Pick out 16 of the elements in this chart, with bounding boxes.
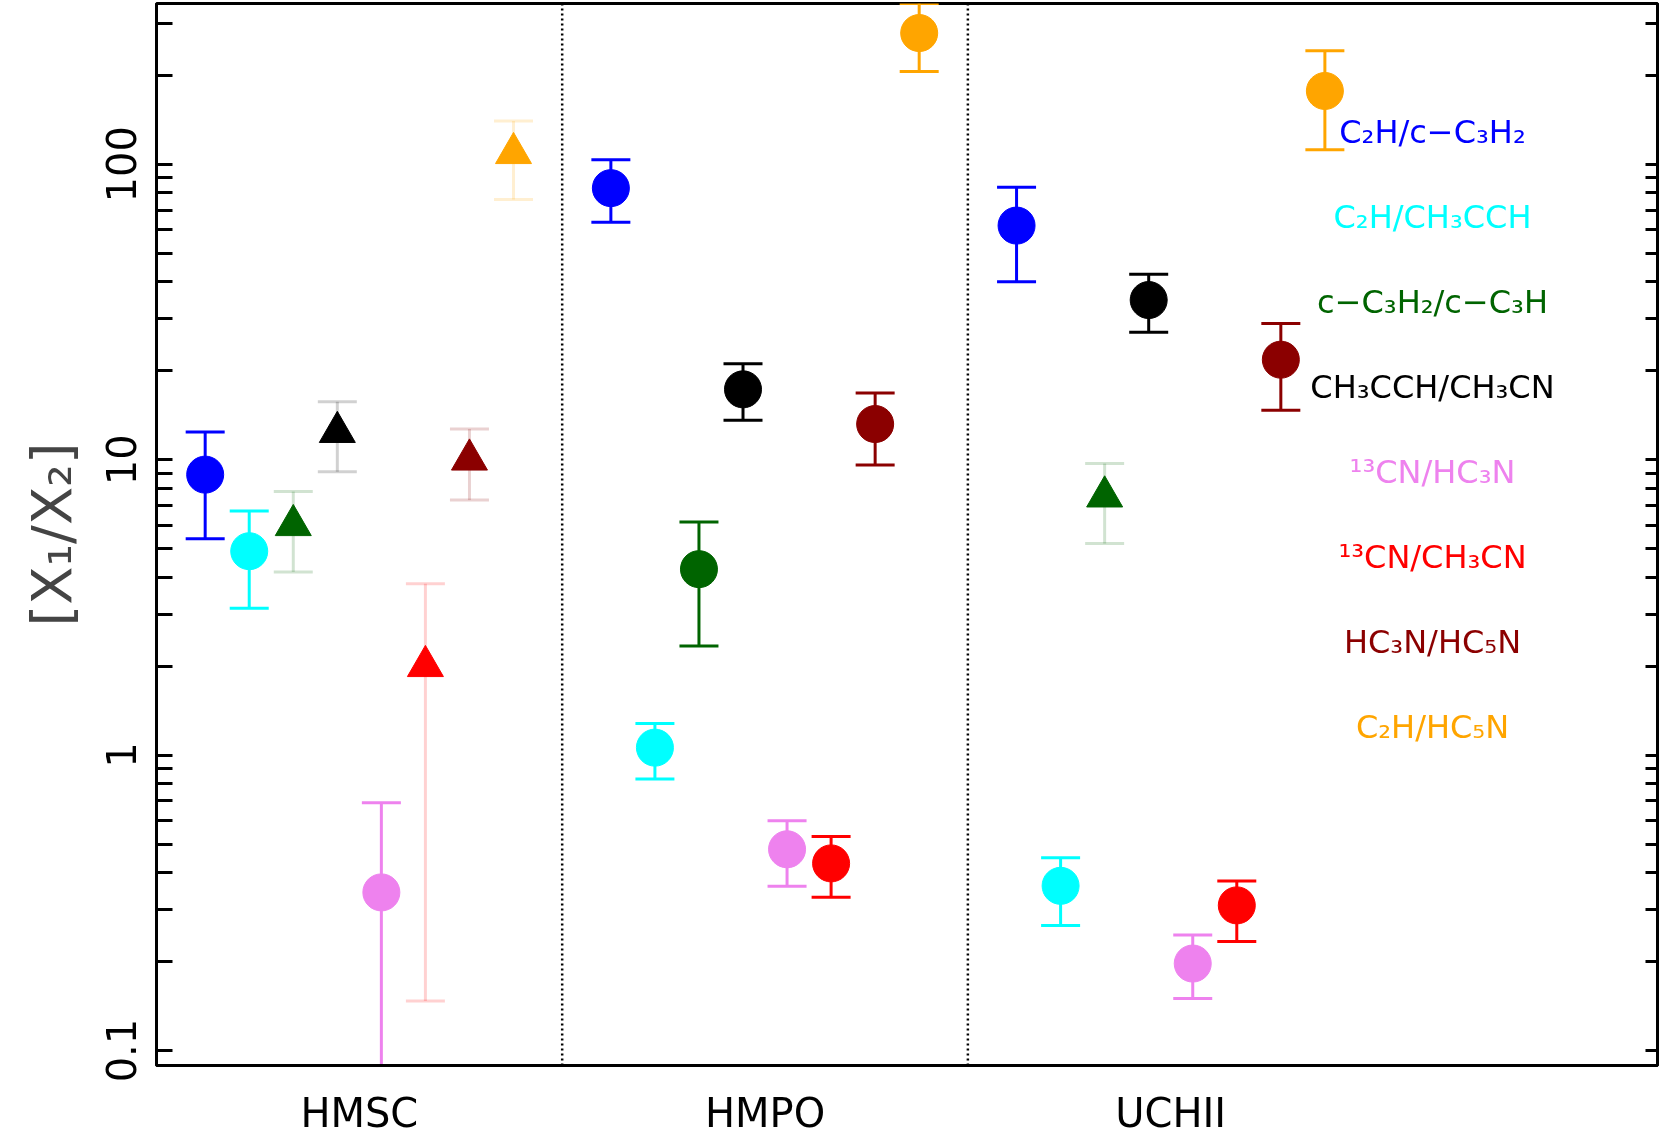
text: C₂H/CH₃CCH xyxy=(1333,197,1532,236)
x-tick-label: UCHII xyxy=(1115,1089,1227,1136)
x-tick-label: HMSC xyxy=(300,1089,419,1136)
y-axis-title: [X₁/X₂] xyxy=(18,442,84,627)
text: HC₃N/HC₅N xyxy=(1343,622,1522,661)
text: CH₃CCH/CH₃CN xyxy=(1310,367,1555,406)
y-tick-label: 1 xyxy=(99,742,146,768)
y-tick-label: 10 xyxy=(99,434,146,486)
y-tick-label: 100 xyxy=(99,126,146,203)
y-tick-label: 0.1 xyxy=(99,1018,146,1083)
text: C₂H/c−C₃H₂ xyxy=(1339,112,1526,151)
x-tick-label: HMPO xyxy=(704,1089,826,1136)
text: ¹³CN/HC₃N xyxy=(1349,452,1516,491)
text: ¹³CN/CH₃CN xyxy=(1338,537,1527,576)
text: C₂H/HC₅N xyxy=(1355,707,1510,746)
text: c−C₃H₂/c−C₃H xyxy=(1317,282,1548,321)
